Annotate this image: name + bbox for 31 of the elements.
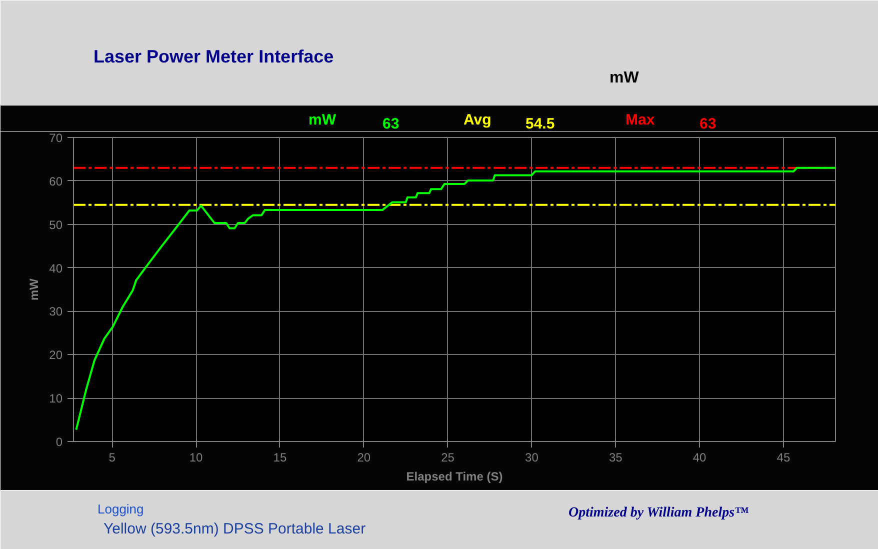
text: 54.5 [526,116,555,132]
y-tick-label: 50 [49,218,63,232]
text: Optimized by William Phelps™ [568,506,749,520]
x-axis-title: Elapsed Time (S) [406,470,503,484]
x-tick-label: 45 [776,450,790,464]
y-tick-label: 0 [56,435,63,449]
x-tick-label: 5 [108,450,116,464]
y-tick-label: 60 [49,174,63,188]
y-tick-label: 10 [49,392,63,406]
text: mW [610,70,640,86]
x-tick-label: 15 [273,450,287,464]
text: 63 [700,116,716,132]
y-tick-label: 30 [49,304,63,319]
text: Max [626,112,656,128]
text: 63 [382,116,400,132]
text: Yellow (593.5nm) DPSS Portable Laser [104,520,366,538]
y-tick-label: 20 [49,348,63,362]
text: Logging [98,502,144,516]
y-tick-label: 70 [49,131,63,145]
chart-title: Laser Power Meter Interface [94,46,334,66]
line-series [75,166,836,431]
x-tick-label: 40 [692,450,707,464]
y-axis-title: mW [27,278,42,300]
x-tick-label: 30 [525,450,539,464]
text: Avg [464,112,492,128]
x-tick-label: 35 [608,450,623,464]
x-tick-label: 10 [189,450,204,464]
text: mW [308,112,337,128]
x-tick-label: 20 [357,450,371,464]
y-tick-label: 40 [49,261,63,276]
x-tick-label: 25 [441,450,455,464]
